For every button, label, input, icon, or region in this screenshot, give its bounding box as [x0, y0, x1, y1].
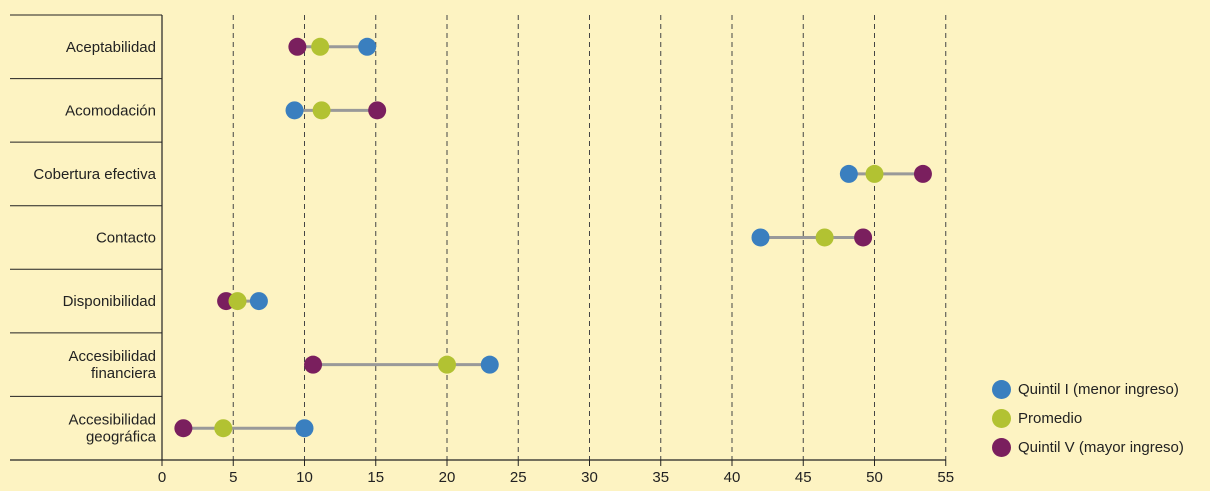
- point-1-1: [312, 101, 331, 120]
- category-label-line: geográfica: [86, 429, 157, 446]
- category-label-1: Acomodación: [65, 102, 156, 119]
- category-label-line: Contacto: [96, 229, 156, 246]
- point-0-4: [249, 292, 268, 311]
- point-1-0: [311, 37, 330, 56]
- legend-item-quintil-i: Quintil I (menor ingreso): [992, 375, 1184, 404]
- category-label-line: Accesibilidad: [68, 348, 156, 365]
- x-tick-label-0: 0: [158, 469, 166, 486]
- point-1-6: [214, 419, 233, 438]
- x-tick-label-15: 15: [367, 469, 384, 486]
- point-2-0: [288, 37, 307, 56]
- x-tick-label-55: 55: [937, 469, 954, 486]
- point-1-3: [815, 228, 834, 247]
- point-0-0: [358, 37, 377, 56]
- point-1-5: [438, 355, 456, 374]
- category-label-line: financiera: [91, 365, 157, 382]
- category-label-line: Cobertura efectiva: [33, 166, 156, 183]
- point-2-3: [854, 228, 873, 247]
- point-1-2: [865, 164, 884, 183]
- point-2-2: [913, 164, 932, 183]
- legend-marker-quintil-i: [992, 380, 1011, 399]
- point-2-5: [304, 355, 323, 374]
- x-tick-label-20: 20: [439, 469, 456, 486]
- legend-label-promedio: Promedio: [1018, 410, 1083, 427]
- point-0-6: [295, 419, 314, 438]
- point-0-3: [751, 228, 770, 247]
- point-0-2: [839, 164, 858, 183]
- category-label-6: Accesibilidad geográfica: [68, 412, 156, 446]
- category-label-3: Contacto: [96, 229, 156, 246]
- legend: Quintil I (menor ingreso) Promedio Quint…: [992, 375, 1184, 462]
- category-label-line: Acomodación: [65, 102, 156, 119]
- x-tick-label-30: 30: [581, 469, 598, 486]
- category-label-line: Disponibilidad: [63, 293, 156, 310]
- point-0-1: [285, 101, 304, 120]
- point-2-6: [174, 419, 193, 438]
- category-label-line: Accesibilidad: [68, 412, 156, 429]
- x-tick-label-50: 50: [866, 469, 883, 486]
- category-label-2: Cobertura efectiva: [33, 166, 156, 183]
- legend-marker-quintil-v: [992, 438, 1011, 457]
- x-tick-label-25: 25: [510, 469, 527, 486]
- category-label-5: Accesibilidad financiera: [68, 348, 156, 382]
- legend-label-quintil-i: Quintil I (menor ingreso): [1018, 381, 1179, 398]
- x-tick-label-5: 5: [229, 469, 237, 486]
- category-label-4: Disponibilidad: [63, 293, 156, 310]
- legend-marker-promedio: [992, 409, 1011, 428]
- legend-label-quintil-v: Quintil V (mayor ingreso): [1018, 439, 1184, 456]
- category-label-line: Aceptabilidad: [66, 39, 156, 56]
- legend-item-quintil-v: Quintil V (mayor ingreso): [992, 433, 1184, 462]
- point-0-5: [480, 355, 499, 374]
- x-tick-label-35: 35: [652, 469, 669, 486]
- x-tick-label-40: 40: [724, 469, 741, 486]
- category-label-0: Aceptabilidad: [66, 39, 156, 56]
- x-tick-label-45: 45: [795, 469, 812, 486]
- legend-item-promedio: Promedio: [992, 404, 1184, 433]
- point-2-1: [368, 101, 387, 120]
- point-1-4: [228, 292, 247, 311]
- x-tick-label-10: 10: [296, 469, 313, 486]
